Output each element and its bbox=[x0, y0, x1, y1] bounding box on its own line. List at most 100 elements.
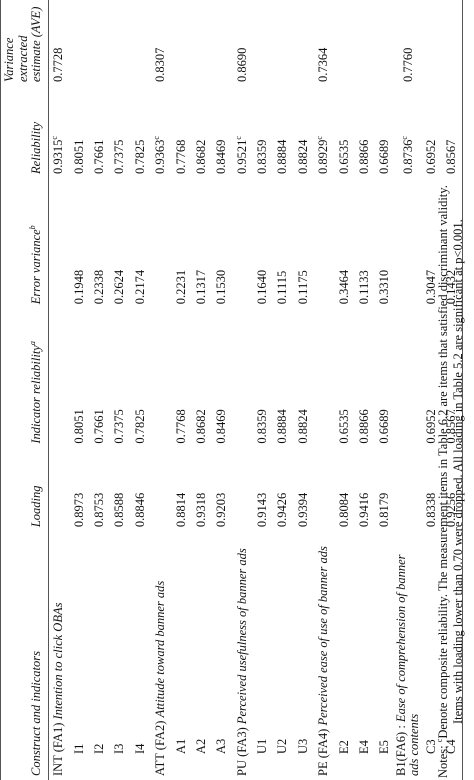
header-ave: Variance extracted estimate (AVE) bbox=[0, 0, 48, 87]
empty-cell bbox=[293, 0, 313, 86]
empty-cell bbox=[191, 0, 211, 86]
indicator-reliability-value: 0.7661 bbox=[91, 409, 106, 444]
error-variance-value: 0.2624 bbox=[112, 269, 127, 305]
loading-value: 0.8588 bbox=[112, 492, 127, 528]
construct-code: B1(FA6) : bbox=[394, 725, 409, 776]
header-construct: Construct and indicators bbox=[0, 531, 48, 780]
loading-value: 0.9426 bbox=[275, 492, 290, 528]
table-notes: Notes: cDenote composite reliability. Th… bbox=[435, 2, 466, 778]
error-variance-value: 0.2174 bbox=[132, 269, 147, 305]
error-variance-value: 0.1640 bbox=[255, 269, 270, 305]
indicator-reliability-value: 0.7768 bbox=[173, 409, 188, 444]
header-reliability: Reliability bbox=[0, 86, 48, 178]
table-row: I4 0.8846 0.7825 0.2174 0.7825 bbox=[130, 0, 150, 780]
indicator-reliability-value: 0.8866 bbox=[357, 409, 372, 444]
error-variance-value: 0.1530 bbox=[214, 269, 229, 305]
loading-value: 0.9394 bbox=[295, 492, 310, 528]
empty-cell bbox=[375, 0, 395, 86]
composite-reliability: 0.9363c bbox=[150, 86, 170, 178]
reliability-value: 0.8884 bbox=[275, 139, 290, 174]
indicator-label: U1 bbox=[255, 738, 270, 754]
table-row: U3 0.9394 0.8824 0.1175 0.8824 bbox=[293, 0, 313, 780]
composite-reliability-value: 0.9521 bbox=[234, 139, 249, 174]
empty-cell bbox=[395, 448, 421, 532]
loading-value: 0.9416 bbox=[357, 492, 372, 528]
error-variance-value: 0.3310 bbox=[377, 269, 392, 305]
construct-label: ATT (FA2) Attitude toward banner ads bbox=[150, 531, 170, 780]
table-row: I2 0.8753 0.7661 0.2338 0.7661 bbox=[89, 0, 109, 780]
construct-code: ATT (FA2) bbox=[153, 720, 168, 776]
construct-row: B1(FA6) : Ease of comprehension of banne… bbox=[394, 0, 421, 780]
empty-cell bbox=[354, 0, 374, 86]
construct-label: INT (FA1) Intention to click OBAs bbox=[48, 531, 69, 780]
reliability-value: 0.8682 bbox=[193, 139, 208, 174]
loading-value: 0.8179 bbox=[377, 492, 392, 528]
table-row: A1 0.8814 0.7768 0.2231 0.7768 bbox=[171, 0, 191, 780]
loading-value: 0.9143 bbox=[255, 492, 270, 528]
empty-cell bbox=[212, 0, 232, 86]
construct-name: Intention to click OBAs bbox=[51, 602, 66, 720]
reliability-value: 0.8866 bbox=[357, 139, 372, 174]
indicator-reliability-value: 0.8359 bbox=[255, 409, 270, 444]
error-variance-value: 0.1948 bbox=[71, 269, 86, 305]
indicator-reliability-value: 0.7375 bbox=[112, 409, 127, 444]
loading-value: 0.9318 bbox=[193, 492, 208, 528]
construct-row: ATT (FA2) Attitude toward banner ads 0.93… bbox=[150, 0, 170, 780]
reliability-value: 0.8051 bbox=[71, 139, 86, 174]
error-variance-value: 0.1133 bbox=[357, 270, 372, 305]
empty-cell bbox=[171, 0, 191, 86]
error-variance-value: 0.2338 bbox=[91, 269, 106, 305]
construct-code: PU (FA3) bbox=[234, 727, 249, 776]
reliability-value: 0.7375 bbox=[112, 139, 127, 174]
ave-value: 0.8307 bbox=[153, 47, 168, 83]
indicator-reliability-value: 0.6535 bbox=[336, 409, 351, 444]
empty-cell bbox=[314, 308, 334, 447]
empty-cell bbox=[273, 0, 293, 86]
indicator-label: E2 bbox=[336, 740, 351, 754]
empty-cell bbox=[232, 308, 252, 447]
construct-row: PU (FA3) Perceived usefulness of banner … bbox=[232, 0, 252, 780]
error-variance-value: 0.1115 bbox=[275, 270, 290, 305]
indicator-label: E4 bbox=[357, 740, 372, 754]
composite-reliability-value: 0.9363 bbox=[153, 139, 168, 174]
indicator-reliability-value: 0.7825 bbox=[132, 409, 147, 444]
empty-cell bbox=[150, 448, 170, 532]
composite-reliability-value: 0.8736 bbox=[400, 139, 415, 174]
empty-cell bbox=[314, 448, 334, 532]
table-row: E2 0.8084 0.6535 0.3464 0.6535 bbox=[334, 0, 354, 780]
empty-cell bbox=[150, 178, 170, 308]
composite-reliability: 0.9315c bbox=[48, 86, 69, 178]
indicator-label: E5 bbox=[377, 740, 392, 754]
reliability-value: 0.8824 bbox=[295, 139, 310, 174]
empty-cell bbox=[150, 308, 170, 447]
composite-reliability-sup: c bbox=[151, 136, 161, 140]
table-row: E4 0.9416 0.8866 0.1133 0.8866 bbox=[354, 0, 374, 780]
reliability-value: 0.7661 bbox=[91, 139, 106, 174]
table-row: A3 0.9203 0.8469 0.1530 0.8469 bbox=[212, 0, 232, 780]
loading-value: 0.8973 bbox=[71, 492, 86, 528]
reliability-value: 0.6689 bbox=[377, 139, 392, 174]
construct-label: PE (FA4) Perceived ease of use of banner… bbox=[314, 531, 334, 780]
indicator-reliability-value: 0.8051 bbox=[71, 409, 86, 444]
composite-reliability-value: 0.9315 bbox=[51, 139, 66, 174]
indicator-reliability-value: 0.8469 bbox=[214, 409, 229, 444]
construct-row: PE (FA4) Perceived ease of use of banner… bbox=[314, 0, 334, 780]
reliability-value: 0.8469 bbox=[214, 139, 229, 174]
table-row: E5 0.8179 0.6689 0.3310 0.6689 bbox=[375, 0, 395, 780]
composite-reliability-value: 0.8929 bbox=[316, 139, 331, 174]
indicator-label: U2 bbox=[275, 738, 290, 754]
construct-name: Perceived usefulness of banner ads bbox=[234, 548, 249, 725]
indicator-reliability-value: 0.8682 bbox=[193, 409, 208, 444]
notes-line-2: Items with loading lower than 0.70 were … bbox=[451, 219, 465, 724]
ave-value: 0.8690 bbox=[234, 47, 249, 83]
empty-cell bbox=[48, 448, 69, 532]
composite-reliability-sup: c bbox=[399, 136, 409, 140]
table-row: U2 0.9426 0.8884 0.1115 0.8884 bbox=[273, 0, 293, 780]
empty-cell bbox=[48, 178, 69, 308]
error-variance-value: 0.1175 bbox=[295, 270, 310, 305]
empty-cell bbox=[130, 0, 150, 86]
ave-value: 0.7728 bbox=[51, 47, 66, 83]
empty-cell bbox=[232, 448, 252, 532]
indicator-reliability-value: 0.6689 bbox=[377, 409, 392, 444]
indicator-label: U3 bbox=[295, 738, 310, 754]
